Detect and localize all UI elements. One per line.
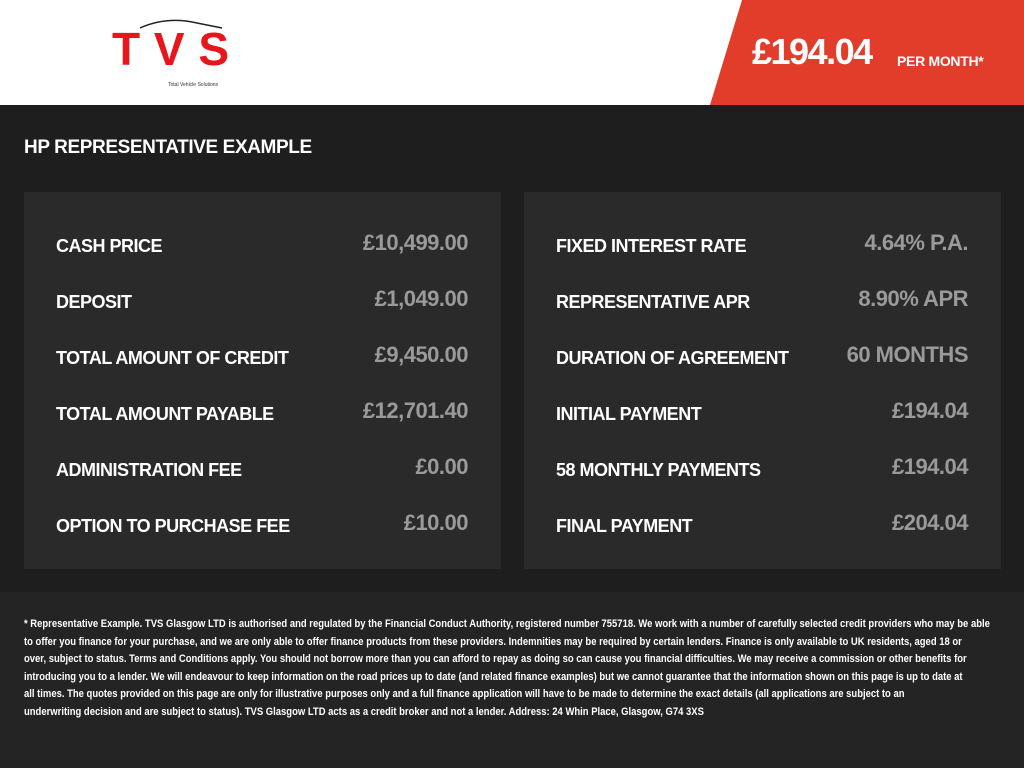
finance-row: DURATION OF AGREEMENT 60 MONTHS xyxy=(556,342,969,372)
row-label: DEPOSIT xyxy=(56,292,132,312)
finance-row: INITIAL PAYMENT £194.04 xyxy=(556,398,969,428)
row-value: £204.04 xyxy=(891,510,969,535)
left-panel: CASH PRICE £10,499.00 DEPOSIT £1,049.00 TOTA… xyxy=(24,192,501,569)
header: TVS Total Vehicle Solutions £194.04 PER … xyxy=(0,0,1024,105)
row-label: TOTAL AMOUNT PAYABLE xyxy=(56,404,274,424)
disclaimer-line: introducing you to a lender. We will end… xyxy=(24,670,963,683)
row-label: FINAL PAYMENT xyxy=(556,516,693,536)
finance-row: OPTION TO PURCHASE FEE £10.00 xyxy=(56,510,469,540)
finance-row: TOTAL AMOUNT PAYABLE £12,701.40 xyxy=(56,398,469,428)
disclaimer-line: to offer you finance for your purchase, … xyxy=(24,635,962,648)
disclaimer-line: all times. The quotes provided on this p… xyxy=(24,688,905,701)
finance-row: ADMINISTRATION FEE £0.00 xyxy=(56,454,468,484)
section-title: HP REPRESENTATIVE EXAMPLE xyxy=(24,137,312,158)
right-panel: FIXED INTEREST RATE 4.64% P.A. REPRESENTAT… xyxy=(524,192,1001,569)
row-value: £194.04 xyxy=(891,454,969,479)
row-label: TOTAL AMOUNT OF CREDIT xyxy=(56,348,289,368)
row-label: FIXED INTEREST RATE xyxy=(556,236,747,256)
row-value: £12,701.40 xyxy=(362,398,469,423)
row-value: £194.04 xyxy=(891,398,969,423)
disclaimer-line: underwriting decision and are subject to… xyxy=(24,705,704,718)
row-label: REPRESENTATIVE APR xyxy=(556,292,750,312)
finance-row: REPRESENTATIVE APR 8.90% APR xyxy=(556,286,968,316)
disclaimer: * Representative Example. TVS Glasgow LT… xyxy=(24,616,1024,722)
finance-example-section: HP REPRESENTATIVE EXAMPLE CASH PRICE £10,… xyxy=(0,105,1024,592)
finance-row: DEPOSIT £1,049.00 xyxy=(56,286,469,316)
disclaimer-line: over, subject to status. Terms and Condi… xyxy=(24,653,967,666)
row-label: OPTION TO PURCHASE FEE xyxy=(56,516,290,536)
finance-row: TOTAL AMOUNT OF CREDIT £9,450.00 xyxy=(56,342,469,372)
svg-text:TVS: TVS xyxy=(112,23,227,75)
row-value: £0.00 xyxy=(415,454,468,479)
row-value: £1,049.00 xyxy=(374,286,469,311)
row-value: 60 MONTHS xyxy=(846,342,969,367)
row-label: INITIAL PAYMENT xyxy=(556,404,702,424)
finance-row: FIXED INTEREST RATE 4.64% P.A. xyxy=(556,230,969,260)
monthly-price-banner: £194.04 PER MONTH* xyxy=(710,0,1024,105)
svg-text:Total Vehicle Solutions: Total Vehicle Solutions xyxy=(168,82,219,88)
row-value: £10,499.00 xyxy=(362,230,469,255)
row-value: £9,450.00 xyxy=(374,342,469,367)
row-value: 4.64% P.A. xyxy=(864,230,969,255)
disclaimer-line: * Representative Example. TVS Glasgow LT… xyxy=(24,618,990,630)
row-label: 58 MONTHLY PAYMENTS xyxy=(556,460,761,480)
row-value: 8.90% APR xyxy=(858,286,968,311)
row-label: CASH PRICE xyxy=(56,236,163,256)
row-value: £10.00 xyxy=(403,510,469,535)
finance-row: 58 MONTHLY PAYMENTS £194.04 xyxy=(556,454,969,484)
row-label: DURATION OF AGREEMENT xyxy=(556,348,789,368)
finance-row: FINAL PAYMENT £204.04 xyxy=(556,510,969,540)
finance-row: CASH PRICE £10,499.00 xyxy=(56,230,469,260)
tvs-logo[interactable]: TVS Total Vehicle Solutions xyxy=(112,18,228,88)
monthly-price: £194.04 xyxy=(752,31,873,72)
row-label: ADMINISTRATION FEE xyxy=(56,460,242,480)
per-month-label: PER MONTH* xyxy=(897,53,984,69)
